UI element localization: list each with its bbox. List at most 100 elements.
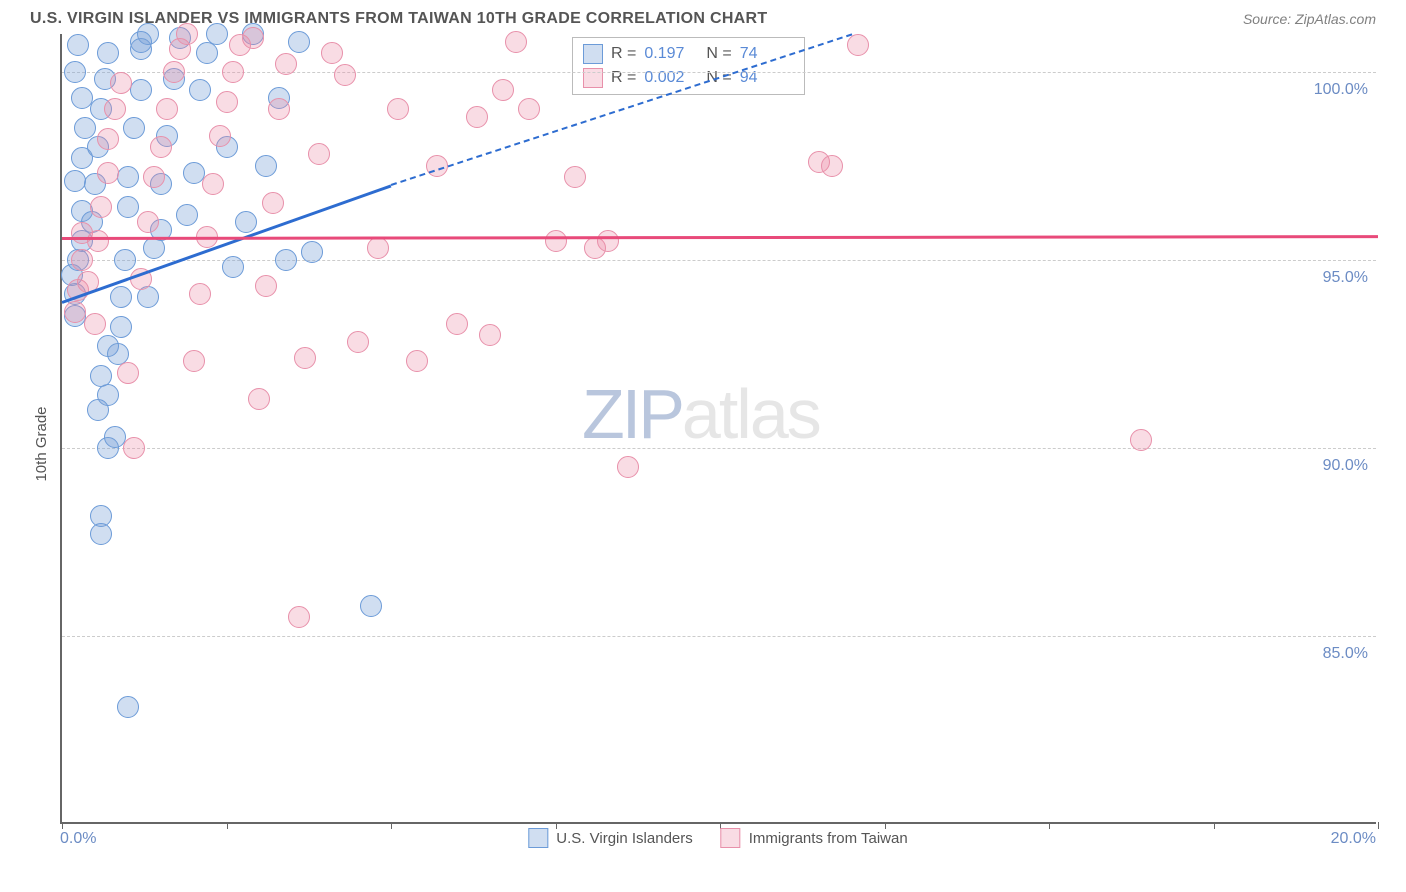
scatter-point — [597, 230, 619, 252]
scatter-point — [466, 106, 488, 128]
scatter-point — [130, 31, 152, 53]
scatter-point — [847, 34, 869, 56]
scatter-point — [176, 23, 198, 45]
scatter-point — [84, 313, 106, 335]
y-tick-label: 95.0% — [1323, 269, 1368, 287]
y-axis-label: 10th Grade — [33, 406, 50, 481]
scatter-point — [360, 595, 382, 617]
source-credit: Source: ZipAtlas.com — [1243, 11, 1376, 27]
scatter-point — [479, 324, 501, 346]
scatter-point — [74, 117, 96, 139]
scatter-point — [294, 347, 316, 369]
plot-area: ZIPatlas R =0.197N =74R =0.002N =94 85.0… — [60, 34, 1376, 824]
scatter-point — [104, 426, 126, 448]
scatter-point — [64, 61, 86, 83]
y-tick-label: 100.0% — [1314, 81, 1368, 99]
scatter-point — [545, 230, 567, 252]
scatter-point — [189, 79, 211, 101]
scatter-point — [117, 196, 139, 218]
scatter-point — [183, 162, 205, 184]
x-axis-label-left: 0.0% — [60, 830, 96, 848]
y-tick-label: 90.0% — [1323, 457, 1368, 475]
legend-swatch — [583, 44, 603, 64]
scatter-point — [97, 128, 119, 150]
scatter-point — [518, 98, 540, 120]
scatter-point — [222, 61, 244, 83]
scatter-point — [334, 64, 356, 86]
scatter-point — [90, 365, 112, 387]
scatter-point — [137, 286, 159, 308]
x-tick-mark — [1378, 822, 1379, 829]
scatter-point — [492, 79, 514, 101]
scatter-point — [143, 166, 165, 188]
scatter-point — [143, 237, 165, 259]
scatter-point — [117, 166, 139, 188]
scatter-point — [242, 27, 264, 49]
scatter-point — [275, 53, 297, 75]
scatter-point — [176, 204, 198, 226]
scatter-point — [64, 301, 86, 323]
x-axis-area: 0.0% U.S. Virgin Islanders Immigrants fro… — [60, 824, 1376, 854]
gridline — [62, 260, 1376, 261]
scatter-point — [406, 350, 428, 372]
scatter-point — [347, 331, 369, 353]
scatter-point — [90, 196, 112, 218]
scatter-point — [209, 125, 231, 147]
r-value: 0.197 — [644, 45, 698, 63]
watermark-zip: ZIP — [582, 375, 682, 453]
legend-item: Immigrants from Taiwan — [721, 828, 908, 848]
scatter-point — [156, 98, 178, 120]
legend-label: Immigrants from Taiwan — [749, 830, 908, 847]
bottom-legend: U.S. Virgin Islanders Immigrants from Tai… — [528, 828, 907, 848]
scatter-point — [123, 117, 145, 139]
scatter-point — [255, 275, 277, 297]
scatter-point — [367, 237, 389, 259]
scatter-point — [196, 42, 218, 64]
scatter-point — [87, 230, 109, 252]
gridline — [62, 72, 1376, 73]
scatter-point — [248, 388, 270, 410]
scatter-point — [110, 286, 132, 308]
scatter-point — [321, 42, 343, 64]
legend-swatch — [528, 828, 548, 848]
scatter-point — [114, 249, 136, 271]
scatter-point — [617, 456, 639, 478]
scatter-point — [564, 166, 586, 188]
scatter-point — [1130, 429, 1152, 451]
legend-label: U.S. Virgin Islanders — [556, 830, 692, 847]
scatter-point — [183, 350, 205, 372]
scatter-point — [206, 23, 228, 45]
gridline — [62, 448, 1376, 449]
scatter-point — [288, 31, 310, 53]
watermark-atlas: atlas — [682, 375, 820, 453]
scatter-point — [97, 162, 119, 184]
scatter-point — [117, 696, 139, 718]
watermark: ZIPatlas — [582, 374, 820, 454]
scatter-point — [64, 170, 86, 192]
chart-wrap: 10th Grade ZIPatlas R =0.197N =74R =0.00… — [0, 34, 1406, 854]
scatter-point — [275, 249, 297, 271]
scatter-point — [130, 79, 152, 101]
scatter-point — [222, 256, 244, 278]
trend-line — [62, 235, 1378, 240]
r-label: R = — [611, 45, 636, 63]
scatter-point — [97, 335, 119, 357]
x-axis-label-right: 20.0% — [1331, 830, 1376, 848]
scatter-point — [821, 155, 843, 177]
gridline — [62, 636, 1376, 637]
legend-swatch — [721, 828, 741, 848]
scatter-point — [262, 192, 284, 214]
scatter-point — [308, 143, 330, 165]
scatter-point — [67, 34, 89, 56]
scatter-point — [288, 606, 310, 628]
scatter-point — [235, 211, 257, 233]
scatter-point — [446, 313, 468, 335]
scatter-point — [163, 61, 185, 83]
scatter-point — [189, 283, 211, 305]
scatter-point — [90, 523, 112, 545]
scatter-point — [104, 98, 126, 120]
scatter-point — [123, 437, 145, 459]
scatter-point — [117, 362, 139, 384]
legend-item: U.S. Virgin Islanders — [528, 828, 692, 848]
scatter-point — [87, 399, 109, 421]
